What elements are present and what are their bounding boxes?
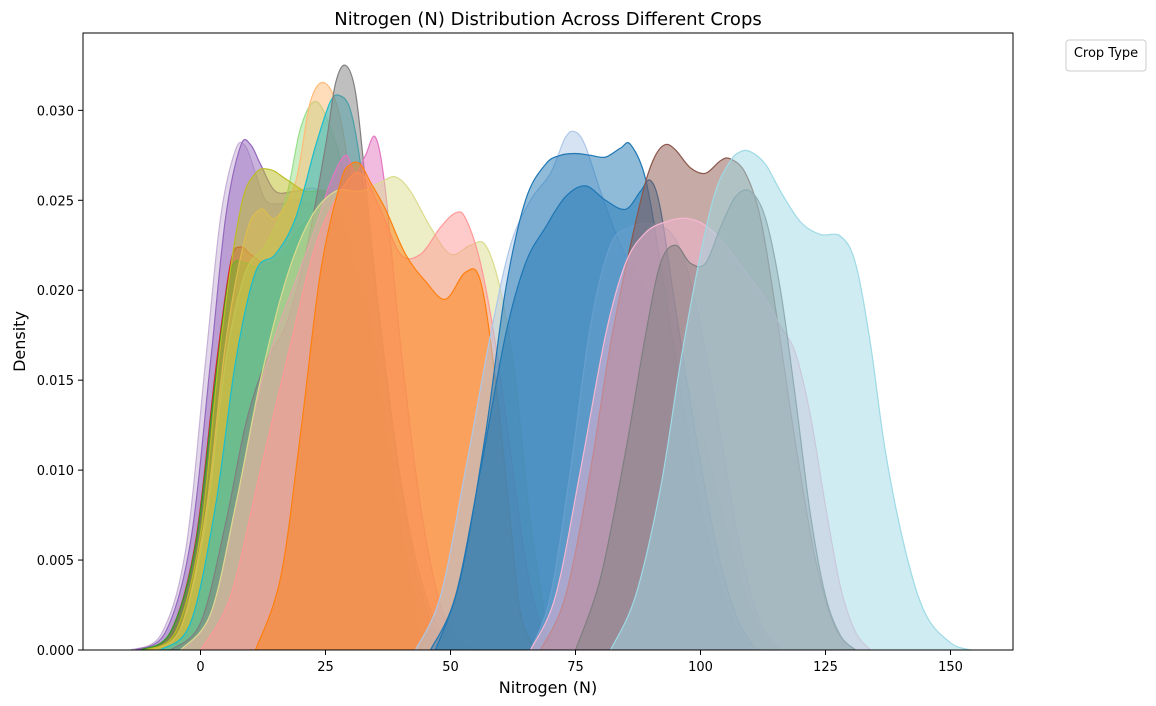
x-tick-label: 25 (317, 660, 334, 675)
y-tick-label: 0.025 (37, 194, 74, 209)
x-tick-label: 50 (442, 660, 459, 675)
x-tick-label: 100 (688, 660, 713, 675)
legend-box (1065, 39, 1147, 72)
x-axis-ticks: 0 25 50 75 100 125 150 (196, 650, 963, 675)
density-area-21 (610, 150, 971, 650)
y-tick-label: 0.030 (37, 104, 74, 119)
legend-title: Crop Type (1074, 46, 1138, 61)
legend: Crop Type (1065, 39, 1147, 72)
density-line-21 (609, 149, 971, 651)
density-areas (130, 64, 971, 651)
x-tick-label: 150 (938, 660, 963, 675)
x-tick-label: 125 (813, 660, 838, 675)
chart-title: Nitrogen (N) Distribution Across Differe… (334, 9, 762, 30)
x-tick-label: 75 (567, 660, 584, 675)
y-tick-label: 0.010 (37, 464, 74, 479)
y-tick-label: 0.005 (37, 554, 74, 569)
plot-frame (82, 32, 1014, 651)
y-axis-ticks: 0.000 0.005 0.010 0.015 0.020 0.025 0.030 (37, 104, 83, 659)
x-axis-label: Nitrogen (N) (499, 678, 597, 697)
y-tick-label: 0.020 (37, 284, 74, 299)
y-axis-label: Density (10, 311, 29, 372)
y-tick-label: 0.015 (37, 374, 74, 389)
y-tick-label: 0.000 (37, 644, 74, 659)
x-tick-label: 0 (196, 660, 204, 675)
